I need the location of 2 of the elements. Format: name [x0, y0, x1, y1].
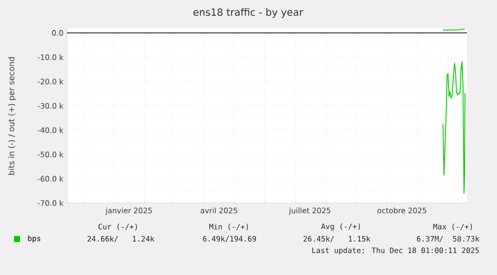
chart-title: ens18 traffic - by year: [193, 8, 304, 18]
line-series: [442, 61, 466, 194]
